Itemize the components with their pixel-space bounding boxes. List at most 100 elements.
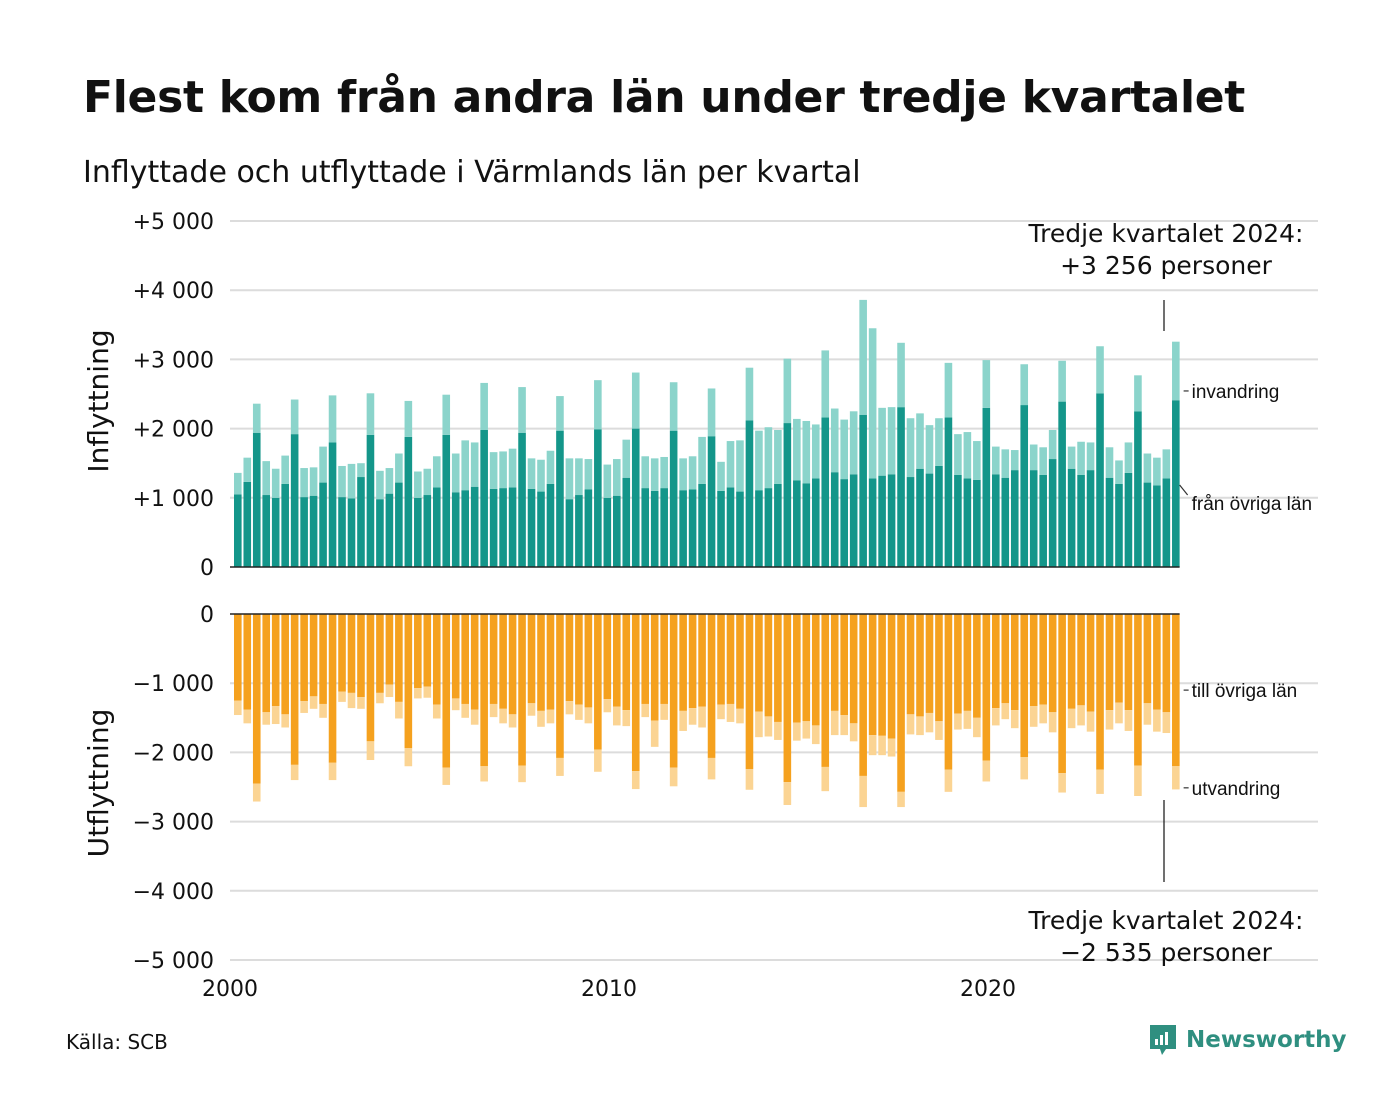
bar-utflyttning-utvandring (1096, 769, 1104, 794)
bar-utflyttning-till-ovriga-lan (764, 614, 773, 717)
bar-utflyttning-till-ovriga-lan (565, 614, 574, 702)
bar-inflyttning-invandring (1048, 429, 1057, 460)
bar-utflyttning-utvandring (1134, 765, 1142, 796)
bar-utflyttning-utvandring (1067, 708, 1076, 729)
bar-inflyttning-fran-ovriga-lan (830, 472, 839, 567)
bar-utflyttning-till-ovriga-lan (1143, 614, 1152, 704)
bar-inflyttning-fran-ovriga-lan (328, 442, 337, 567)
bar-inflyttning-invandring (868, 328, 877, 479)
bar-inflyttning-invandring (480, 382, 488, 430)
bar-utflyttning-till-ovriga-lan (338, 614, 346, 692)
bar-inflyttning-fran-ovriga-lan (480, 429, 488, 567)
bar-utflyttning-till-ovriga-lan (897, 614, 905, 792)
bar-utflyttning-till-ovriga-lan (660, 614, 668, 704)
bar-inflyttning-invandring (404, 400, 413, 437)
bar-utflyttning-till-ovriga-lan (726, 614, 735, 704)
bar-inflyttning-fran-ovriga-lan (897, 407, 905, 567)
bar-utflyttning-utvandring (290, 764, 299, 781)
bar-utflyttning-till-ovriga-lan (556, 614, 564, 758)
bar-inflyttning-fran-ovriga-lan (271, 497, 280, 567)
bar-utflyttning-utvandring (954, 713, 962, 730)
bar-utflyttning-utvandring (309, 696, 318, 709)
bar-inflyttning-fran-ovriga-lan (414, 497, 422, 567)
bar-inflyttning-fran-ovriga-lan (660, 488, 668, 567)
bar-inflyttning-invandring (385, 468, 394, 494)
bar-inflyttning-fran-ovriga-lan (783, 423, 792, 567)
bar-utflyttning-till-ovriga-lan (631, 614, 640, 772)
bar-utflyttning-utvandring (793, 722, 801, 741)
bar-utflyttning-till-ovriga-lan (830, 614, 839, 711)
brand-logo[interactable]: Newsworthy (1148, 1023, 1347, 1057)
bar-inflyttning-invandring (973, 441, 981, 480)
x-tick-label: 2010 (581, 977, 637, 1002)
bar-utflyttning-till-ovriga-lan (1058, 614, 1066, 774)
grid-layer (230, 220, 1318, 961)
bar-inflyttning-fran-ovriga-lan (1143, 482, 1152, 567)
bar-inflyttning-fran-ovriga-lan (859, 414, 867, 567)
bar-utflyttning-till-ovriga-lan (811, 614, 820, 726)
bar-utflyttning-till-ovriga-lan (878, 614, 886, 736)
bar-utflyttning-utvandring (935, 721, 943, 740)
bar-utflyttning-till-ovriga-lan (489, 614, 498, 704)
bar-inflyttning-invandring (432, 456, 441, 488)
bar-inflyttning-fran-ovriga-lan (252, 432, 261, 567)
bar-utflyttning-till-ovriga-lan (414, 614, 422, 689)
bar-inflyttning-fran-ovriga-lan (243, 481, 252, 567)
bar-inflyttning-fran-ovriga-lan (357, 477, 365, 567)
bar-utflyttning-till-ovriga-lan (262, 614, 271, 713)
y-tick-label: −4 000 (133, 880, 214, 905)
bar-utflyttning-utvandring (669, 767, 678, 787)
bar-utflyttning-till-ovriga-lan (243, 614, 252, 710)
bar-utflyttning-utvandring (347, 692, 356, 709)
bar-utflyttning-utvandring (821, 766, 830, 792)
bar-utflyttning-utvandring (1143, 703, 1152, 725)
bar-utflyttning-utvandring (1010, 710, 1019, 729)
bar-inflyttning-fran-ovriga-lan (376, 499, 384, 567)
bar-inflyttning-invandring (1077, 441, 1085, 475)
bar-utflyttning-utvandring (1058, 773, 1066, 793)
bar-inflyttning-fran-ovriga-lan (650, 490, 659, 567)
bar-utflyttning-till-ovriga-lan (859, 614, 867, 776)
bar-utflyttning-utvandring (1039, 704, 1047, 724)
bar-utflyttning-utvandring (878, 735, 886, 756)
bar-utflyttning-utvandring (281, 714, 289, 728)
bar-utflyttning-utvandring (1048, 712, 1057, 733)
bar-inflyttning-invandring (518, 387, 526, 433)
bar-utflyttning-utvandring (300, 701, 308, 713)
bar-inflyttning-invandring (944, 362, 953, 418)
bar-utflyttning-till-ovriga-lan (1029, 614, 1038, 707)
bar-inflyttning-invandring (745, 367, 754, 421)
bar-utflyttning-utvandring (963, 710, 972, 729)
bar-inflyttning-fran-ovriga-lan (1162, 478, 1171, 567)
bar-inflyttning-fran-ovriga-lan (385, 493, 394, 567)
bar-utflyttning-utvandring (783, 782, 792, 805)
bar-inflyttning-fran-ovriga-lan (1048, 459, 1057, 567)
bar-utflyttning-utvandring (992, 708, 1000, 726)
bar-utflyttning-till-ovriga-lan (992, 614, 1000, 709)
bar-inflyttning-fran-ovriga-lan (982, 407, 991, 567)
bar-inflyttning-invandring (821, 350, 830, 418)
bar-inflyttning-fran-ovriga-lan (613, 495, 621, 567)
bar-utflyttning-utvandring (480, 766, 488, 782)
bar-utflyttning-utvandring (537, 710, 545, 727)
bar-utflyttning-till-ovriga-lan (707, 614, 716, 758)
bar-inflyttning-invandring (641, 456, 650, 489)
annotation-top-line1: Tredje kvartalet 2024: (1028, 219, 1304, 248)
bar-inflyttning-fran-ovriga-lan (878, 475, 886, 567)
bar-inflyttning-fran-ovriga-lan (745, 420, 754, 567)
bar-inflyttning-fran-ovriga-lan (925, 473, 934, 567)
bar-inflyttning-fran-ovriga-lan (707, 436, 716, 567)
bar-utflyttning-utvandring (1029, 706, 1038, 727)
bar-utflyttning-till-ovriga-lan (1134, 614, 1142, 766)
bar-inflyttning-fran-ovriga-lan (802, 483, 811, 567)
bar-inflyttning-invandring (575, 458, 583, 496)
bar-inflyttning-invandring (414, 471, 422, 498)
bar-utflyttning-utvandring (461, 703, 469, 718)
bar-inflyttning-invandring (755, 430, 763, 491)
bar-inflyttning-fran-ovriga-lan (821, 417, 830, 567)
bar-inflyttning-invandring (679, 458, 687, 491)
bar-utflyttning-utvandring (897, 791, 905, 808)
bar-inflyttning-fran-ovriga-lan (395, 482, 403, 567)
bar-utflyttning-utvandring (442, 767, 451, 785)
bar-inflyttning-fran-ovriga-lan (1058, 401, 1066, 567)
